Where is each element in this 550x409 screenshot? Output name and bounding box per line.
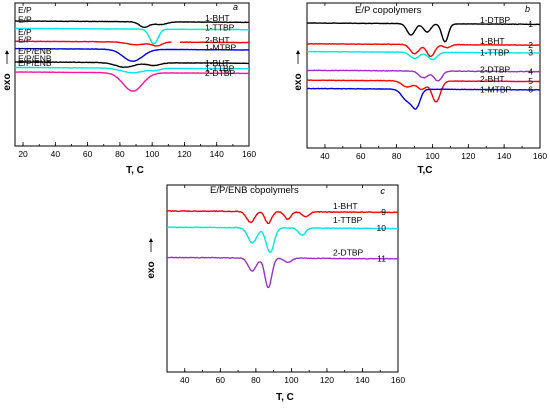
curve-label: 1-BHT (480, 36, 505, 46)
panel-b: 40 60 80 100 120 140 160 T,C exo E/P copolymers b 1… (293, 2, 547, 176)
x-tick-label: 60 (216, 375, 226, 385)
curve-b3 (306, 50, 541, 61)
x-tick-label: 100 (425, 151, 439, 161)
curve-label: 2-BHT (205, 35, 230, 45)
curve-label: 1-BHT (205, 13, 230, 23)
x-tick-label: 160 (391, 375, 405, 385)
curve-a2 (14, 27, 249, 45)
x-tick-label: 160 (242, 149, 256, 159)
curve-a7 (15, 71, 249, 92)
curve-sample-label: E/P/ENB (18, 53, 52, 63)
curve-label: 2-DTBP (333, 247, 364, 257)
curve-b2 (307, 43, 541, 58)
curve-number: 3 (528, 48, 533, 58)
x-tick-label: 100 (145, 149, 159, 159)
curve-label: 1-TTBP (205, 22, 235, 32)
x-axis-label: T, C (276, 392, 294, 403)
curve-number: 10 (377, 223, 387, 233)
panel-title: E/P/ENB copolymers (210, 185, 299, 196)
curve-label: 1-DTBP (480, 15, 511, 25)
curve-sample-label: E/P (18, 14, 32, 24)
curve-c3 (166, 256, 399, 289)
x-tick-label: 100 (284, 375, 298, 385)
curve-b6 (306, 87, 541, 110)
x-tick-label: 80 (392, 151, 402, 161)
x-tick-label: 80 (251, 375, 261, 385)
y-axis-label: exo (2, 73, 13, 90)
plot-frame (14, 2, 250, 147)
x-axis-label: T, C (126, 165, 144, 176)
x-tick-label: 160 (533, 151, 547, 161)
curve-b5 (306, 79, 541, 103)
x-tick-label: 140 (497, 151, 511, 161)
curve-label: 2-DTBP (205, 68, 236, 78)
curve-b1 (306, 22, 541, 43)
curve-label: 2-DTBP (480, 64, 511, 74)
curve-number: 6 (528, 85, 533, 95)
y-axis-label: exo (146, 261, 157, 278)
curve-number: 2 (528, 40, 533, 50)
curve-a6 (14, 66, 249, 74)
x-tick-label: 120 (461, 151, 475, 161)
x-tick-label: 40 (180, 375, 190, 385)
panel-title: E/P copolymers (355, 5, 422, 16)
curve-sample-label: E/P/ENB (18, 46, 52, 56)
x-tick-label: 40 (320, 151, 330, 161)
curve-number: 1 (528, 19, 533, 29)
x-tick-label: 140 (210, 149, 224, 159)
curve-label: 1-TTBP (333, 215, 363, 225)
curve-label: 1-BHT (205, 58, 230, 68)
curve-label: 1-TTBP (205, 63, 235, 73)
curve-sample-label: E/P (18, 35, 32, 45)
curve-a3 (14, 40, 250, 47)
x-tick-label: 80 (115, 149, 125, 159)
curve-label: 1-MTBP (480, 85, 512, 95)
y-axis-label: exo (293, 73, 304, 90)
plot-frame (306, 2, 541, 149)
x-tick-label: 60 (356, 151, 366, 161)
curve-sample-label: E/P/ENB (18, 58, 52, 68)
curve-b4 (306, 69, 541, 82)
x-tick-label: 140 (355, 375, 369, 385)
curve-label: 1-BHT (333, 201, 358, 211)
x-tick-label: 120 (320, 375, 334, 385)
curve-number: 11 (377, 253, 386, 263)
curve-a1 (15, 20, 250, 28)
curve-label: 1-MTBP (205, 43, 237, 53)
curve-sample-label: E/P (18, 5, 32, 15)
curve-a5 (14, 61, 249, 68)
curve-c1 (166, 210, 399, 225)
x-axis-label: T,C (418, 165, 433, 176)
x-tick-label: 60 (83, 149, 93, 159)
x-tick-label: 120 (177, 149, 191, 159)
curve-number: 9 (381, 207, 386, 217)
curve-a4 (15, 47, 249, 62)
panel-letter: b (525, 4, 530, 14)
panel-c: 40 60 80 100 120 140 160 T, C exo E/P/ENB copolym… (146, 184, 405, 403)
curve-sample-label: E/P (18, 27, 32, 37)
curve-number: 4 (528, 66, 533, 76)
exo-arrowhead (296, 50, 300, 54)
x-tick-label: 20 (18, 149, 28, 159)
plot-frame (166, 184, 399, 373)
exo-arrowhead (5, 50, 9, 54)
curve-label: 1-TTBP (480, 48, 510, 58)
curve-number: 5 (528, 76, 533, 86)
curve-c2 (166, 226, 399, 254)
x-tick-label: 40 (51, 149, 61, 159)
exo-arrowhead (149, 238, 153, 242)
panel-letter: a (233, 2, 238, 12)
curve-label: 2-BHT (480, 74, 505, 84)
panel-letter: c (381, 186, 386, 196)
